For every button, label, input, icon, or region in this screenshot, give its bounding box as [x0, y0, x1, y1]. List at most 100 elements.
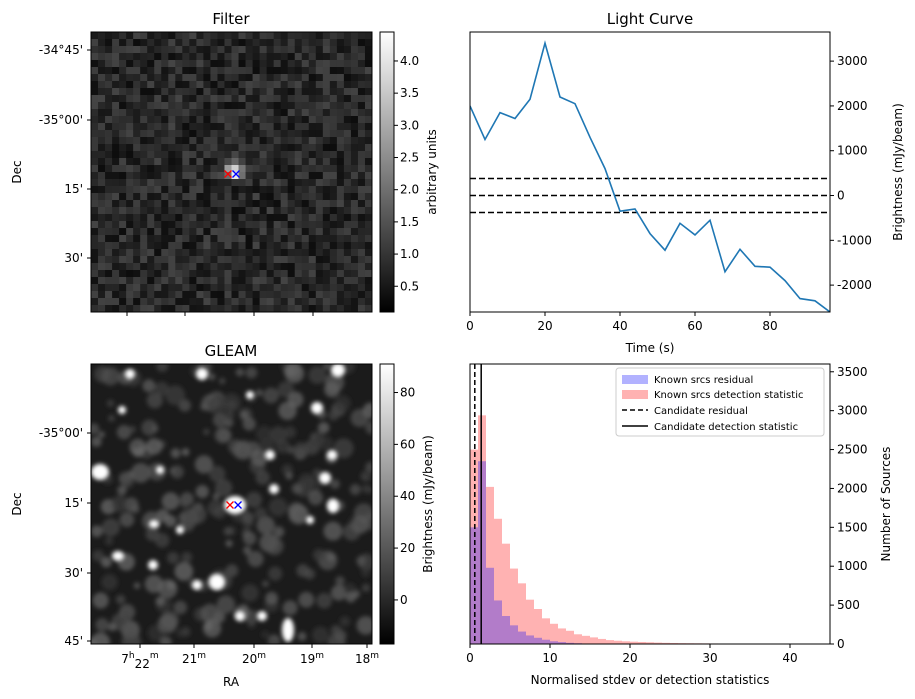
gleam-xtick-label: 19m	[300, 651, 324, 666]
histogram-panel: 0 10 20 30 40 0 500 1000 1500 2000 2500 3000 3500 N…	[466, 363, 893, 687]
histogram-ytick-label: 500	[837, 598, 860, 612]
gleam-marker-1	[234, 501, 242, 509]
histogram-ytick-label: 2500	[837, 443, 868, 457]
histogram-bar	[486, 486, 494, 644]
gleam-xtick-label: 20m	[242, 651, 266, 666]
light-curve-ytick-label: 1000	[837, 144, 868, 158]
gleam-ytick-label: 45'	[64, 634, 83, 648]
colorbar-tick-label: 1.5	[400, 215, 419, 229]
gleam-xtick-part: m	[315, 651, 324, 661]
gleam-image	[91, 364, 372, 644]
filter-markers	[224, 170, 240, 178]
light-curve-ytick-label: 3000	[837, 54, 868, 68]
histogram-y-ticks: 0 500 1000 1500 2000 2500 3000 3500	[830, 365, 868, 651]
gleam-panel: GLEAM -35°00'15'30'45' 7h22m 21m 20m 19m 18m…	[10, 342, 435, 689]
gleam-xlabel: RA	[223, 675, 240, 689]
light-curve-x-ticks: 0 20 40 60 80	[466, 312, 778, 333]
gleam-xtick-label: 7h22m	[121, 651, 158, 671]
histogram-bar	[542, 618, 550, 644]
histogram-ytick-label: 3500	[837, 365, 868, 379]
filter-panel: Filter -34°45' -35°00' 15' 30' Dec 0.5 1.0 1.…	[10, 10, 439, 316]
legend-swatch-residual	[622, 375, 648, 384]
histogram-legend: Known srcs residual Known srcs detection…	[615, 367, 825, 437]
histogram-ytick-label: 0	[837, 637, 845, 651]
gleam-frame	[90, 363, 373, 645]
histogram-bar	[510, 568, 518, 644]
legend-label-candidate-residual: Candidate residual	[654, 406, 748, 417]
light-curve-threshold-lines	[470, 177, 830, 214]
gleam-colorbar-label: Brightness (mJy/beam)	[421, 435, 435, 573]
legend-label-detection: Known srcs detection statistic	[654, 390, 803, 401]
histogram-bar	[510, 625, 518, 644]
colorbar-tick-label: 0	[400, 593, 408, 607]
gleam-y-ticks: -35°00' 15' 30' 45'	[39, 426, 91, 648]
histogram-bar	[558, 642, 566, 644]
histogram-x-ticks: 0 10 20 30 40	[466, 644, 798, 665]
histogram-bar	[542, 639, 550, 644]
histogram-xlabel: Normalised stdev or detection statistics	[531, 673, 770, 687]
histogram-ytick-label: 2000	[837, 481, 868, 495]
histogram-xtick-label: 20	[622, 651, 637, 665]
gleam-ytick-label: 15'	[64, 496, 83, 510]
histogram-bar	[470, 527, 478, 644]
filter-ytick-label: -35°00'	[39, 113, 83, 127]
gleam-xtick-part: 20	[242, 652, 257, 666]
light-curve-xtick-label: 0	[466, 319, 474, 333]
gleam-x-ticks: 7h22m 21 m 20m 19m 18 m	[121, 644, 379, 671]
histogram-bar	[486, 567, 494, 644]
gleam-xtick-part: 19	[300, 652, 315, 666]
light-curve-ytick-label: 2000	[837, 99, 868, 113]
colorbar-tick-label: 80	[400, 386, 415, 400]
histogram-bar	[590, 637, 598, 644]
filter-frame	[90, 31, 373, 313]
histogram-bar	[598, 638, 606, 644]
gleam-marker-0	[226, 501, 234, 509]
gleam-xtick-part: 22	[135, 657, 150, 671]
light-curve-xtick-label: 40	[612, 319, 627, 333]
histogram-bar	[638, 641, 646, 644]
gleam-ytick-label: 30'	[64, 566, 83, 580]
filter-image	[91, 32, 372, 312]
filter-x-ticks	[126, 312, 314, 316]
colorbar-tick-label: 40	[400, 489, 415, 503]
histogram-ylabel: Number of Sources	[879, 447, 893, 562]
legend-swatch-detection	[622, 390, 648, 399]
histogram-bar	[566, 642, 574, 644]
gleam-colorbar	[379, 363, 395, 645]
gleam-xtick-part: 21	[182, 652, 197, 666]
light-curve-title: Light Curve	[607, 10, 693, 28]
histogram-bar	[582, 635, 590, 644]
colorbar-tick-label: 4.0	[400, 54, 419, 68]
light-curve-ylabel: Brightness (mJy/beam)	[891, 103, 905, 241]
light-curve-panel: Light Curve 0 20 40 60 80 -2000 -1000 0 1000 200…	[466, 10, 905, 355]
histogram-bar	[502, 616, 510, 644]
light-curve-xtick-label: 60	[687, 319, 702, 333]
light-curve-frame	[469, 31, 831, 313]
gleam-xtick-part: h	[129, 651, 135, 661]
light-curve-y-ticks: -2000 -1000 0 1000 2000 3000	[830, 54, 872, 292]
filter-marker-0	[224, 170, 232, 178]
gleam-xtick-part: m	[150, 651, 159, 661]
histogram-frame	[469, 363, 831, 645]
histogram-ytick-label: 1000	[837, 559, 868, 573]
filter-y-ticks: -34°45' -35°00' 15' 30'	[39, 43, 91, 265]
histogram-bar	[526, 599, 534, 644]
gleam-xtick-part: 18	[355, 652, 370, 666]
gleam-xtick-part: 7	[121, 652, 129, 666]
filter-colorbar	[379, 31, 395, 313]
filter-marker-1	[232, 170, 240, 178]
colorbar-tick-label: 3.0	[400, 118, 419, 132]
histogram-bar	[558, 628, 566, 644]
legend-box	[615, 367, 825, 437]
light-curve-series	[470, 40, 830, 312]
light-curve-xtick-label: 20	[537, 319, 552, 333]
colorbar-tick-label: 60	[400, 437, 415, 451]
filter-ytick-label: 30'	[64, 251, 83, 265]
colorbar-tick-label: 2.0	[400, 183, 419, 197]
histogram-bar	[550, 641, 558, 644]
histogram-bar	[478, 461, 486, 644]
histogram-bar	[534, 609, 542, 644]
histogram-xtick-label: 30	[702, 651, 717, 665]
colorbar-tick-label: 0.5	[400, 279, 419, 293]
